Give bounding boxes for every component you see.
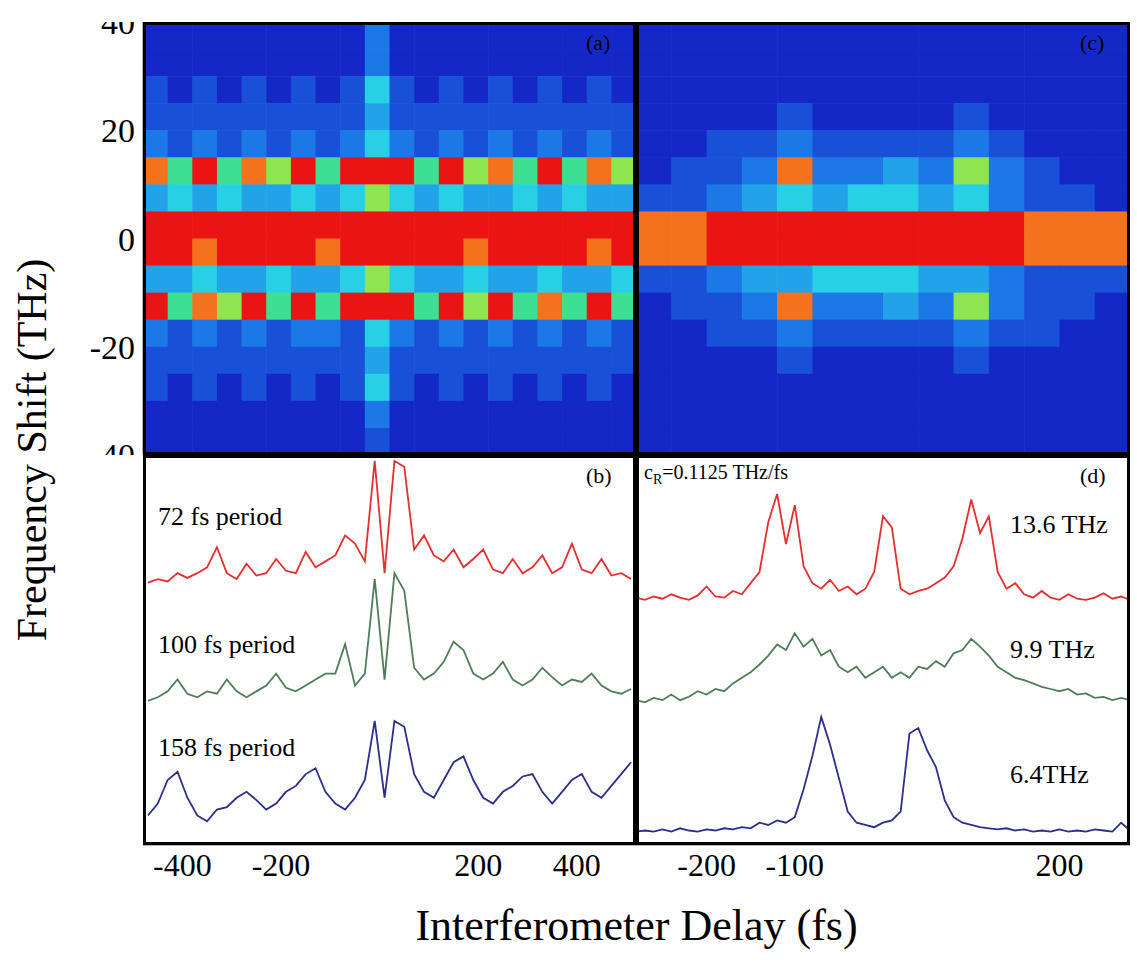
html-text:158 fs period: 158 fs period — [158, 733, 296, 762]
svg-text:-100: -100 — [765, 847, 824, 883]
html-text:(c): (c) — [1080, 30, 1105, 55]
svg-text:Frequency Shift (THz): Frequency Shift (THz) — [9, 259, 56, 642]
svg-text:40: 40 — [101, 22, 135, 41]
html-text:13.6 THz: 13.6 THz — [1010, 510, 1108, 539]
html-text:9.9 THz: 9.9 THz — [1010, 635, 1095, 664]
html-text:Interferometer Delay (fs): Interferometer Delay (fs) — [415, 901, 858, 950]
svg-text:0: 0 — [118, 221, 135, 258]
svg-text:-200: -200 — [677, 847, 736, 883]
html-text:(d): (d) — [1080, 463, 1106, 488]
svg-text:200: 200 — [454, 847, 502, 883]
svg-text:-20: -20 — [90, 329, 135, 366]
html-text:cR=0.1125 THz/fs: cR=0.1125 THz/fs — [644, 461, 788, 487]
html-text:(a): (a) — [586, 30, 611, 55]
svg-text:-400: -400 — [153, 847, 212, 883]
svg-text:400: 400 — [553, 847, 601, 883]
html-text:(b): (b) — [586, 463, 612, 488]
html-text:6.4THz: 6.4THz — [1010, 760, 1089, 789]
svg-text:20: 20 — [101, 112, 135, 149]
html-text:100 fs period: 100 fs period — [158, 630, 296, 659]
svg-text:-40: -40 — [90, 437, 135, 455]
html-text:72 fs period: 72 fs period — [158, 502, 283, 531]
svg-text:200: 200 — [1035, 847, 1083, 883]
svg-text:-200: -200 — [252, 847, 311, 883]
